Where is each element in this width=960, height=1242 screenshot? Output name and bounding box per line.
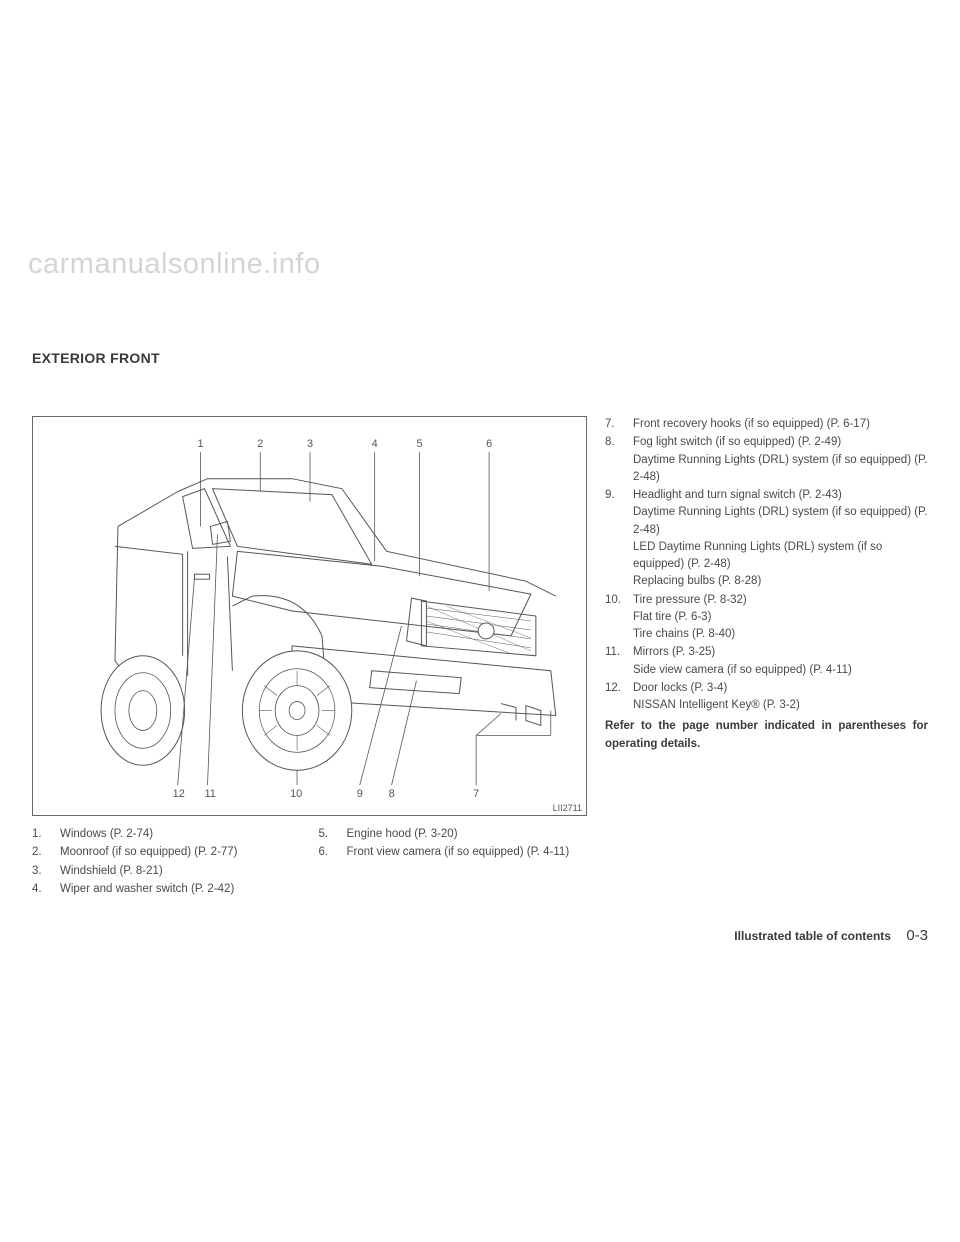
legend-num: 12.	[605, 680, 633, 715]
legend-num: 6.	[319, 844, 347, 861]
legend-text: Tire pressure (P. 8-32)Flat tire (P. 6-3…	[633, 592, 928, 644]
callout-10: 10	[290, 788, 302, 800]
legend-col-a: 1.Windows (P. 2-74) 2.Moonroof (if so eq…	[32, 826, 301, 899]
legend-text: Wiper and washer switch (P. 2-42)	[60, 881, 301, 898]
right-column: 7.Front recovery hooks (if so equipped) …	[605, 416, 928, 899]
legend-text: Fog light switch (if so equipped) (P. 2-…	[633, 434, 928, 486]
legend-item: 3.Windshield (P. 8-21)	[32, 863, 301, 880]
callout-3: 3	[307, 438, 313, 450]
page-content: EXTERIOR FRONT 1 2 3 4 5 6	[32, 350, 928, 899]
legend-text: Headlight and turn signal switch (P. 2-4…	[633, 487, 928, 591]
legend-text: Front view camera (if so equipped) (P. 4…	[347, 844, 588, 861]
page-footer: Illustrated table of contents 0-3	[734, 927, 928, 944]
section-title: EXTERIOR FRONT	[32, 350, 928, 366]
callout-7: 7	[473, 788, 479, 800]
legend-bottom-row: 1.Windows (P. 2-74) 2.Moonroof (if so eq…	[32, 826, 587, 899]
legend-num: 2.	[32, 844, 60, 861]
legend-item: 5.Engine hood (P. 3-20)	[319, 826, 588, 843]
legend-text: Moonroof (if so equipped) (P. 2-77)	[60, 844, 301, 861]
legend-num: 11.	[605, 644, 633, 679]
callout-11: 11	[205, 788, 216, 800]
main-row: 1 2 3 4 5 6	[32, 416, 928, 899]
legend-item: 1.Windows (P. 2-74)	[32, 826, 301, 843]
legend-text: Windows (P. 2-74)	[60, 826, 301, 843]
callout-1: 1	[198, 438, 204, 450]
diagram-container: 1 2 3 4 5 6	[32, 416, 587, 816]
legend-item: 8.Fog light switch (if so equipped) (P. …	[605, 434, 928, 486]
callout-4: 4	[372, 438, 378, 450]
watermark-text: carmanualsonline.info	[28, 248, 321, 281]
callout-9: 9	[357, 788, 363, 800]
legend-item: 4.Wiper and washer switch (P. 2-42)	[32, 881, 301, 898]
legend-num: 3.	[32, 863, 60, 880]
legend-text: Mirrors (P. 3-25)Side view camera (if so…	[633, 644, 928, 679]
legend-num: 4.	[32, 881, 60, 898]
legend-text: Front recovery hooks (if so equipped) (P…	[633, 416, 928, 433]
callout-12: 12	[173, 788, 185, 800]
legend-text: Windshield (P. 8-21)	[60, 863, 301, 880]
legend-item: 11.Mirrors (P. 3-25)Side view camera (if…	[605, 644, 928, 679]
legend-num: 7.	[605, 416, 633, 433]
legend-item: 6.Front view camera (if so equipped) (P.…	[319, 844, 588, 861]
legend-num: 10.	[605, 592, 633, 644]
legend-col-b: 5.Engine hood (P. 3-20) 6.Front view cam…	[319, 826, 588, 899]
legend-item: 10.Tire pressure (P. 8-32)Flat tire (P. …	[605, 592, 928, 644]
legend-item: 7.Front recovery hooks (if so equipped) …	[605, 416, 928, 433]
operating-note: Refer to the page number indicated in pa…	[605, 718, 928, 753]
left-column: 1 2 3 4 5 6	[32, 416, 587, 899]
legend-text: Door locks (P. 3-4)NISSAN Intelligent Ke…	[633, 680, 928, 715]
page-number: 0-3	[906, 927, 928, 944]
legend-num: 9.	[605, 487, 633, 591]
legend-num: 8.	[605, 434, 633, 486]
legend-num: 5.	[319, 826, 347, 843]
legend-item: 2.Moonroof (if so equipped) (P. 2-77)	[32, 844, 301, 861]
truck-diagram: 1 2 3 4 5 6	[33, 417, 586, 815]
legend-item: 9.Headlight and turn signal switch (P. 2…	[605, 487, 928, 591]
legend-item: 12.Door locks (P. 3-4)NISSAN Intelligent…	[605, 680, 928, 715]
callout-5: 5	[416, 438, 422, 450]
callout-2: 2	[257, 438, 263, 450]
callout-8: 8	[389, 788, 395, 800]
legend-text: Engine hood (P. 3-20)	[347, 826, 588, 843]
footer-label: Illustrated table of contents	[734, 929, 891, 943]
callout-6: 6	[486, 438, 492, 450]
diagram-id-label: LII2711	[553, 803, 582, 813]
legend-num: 1.	[32, 826, 60, 843]
